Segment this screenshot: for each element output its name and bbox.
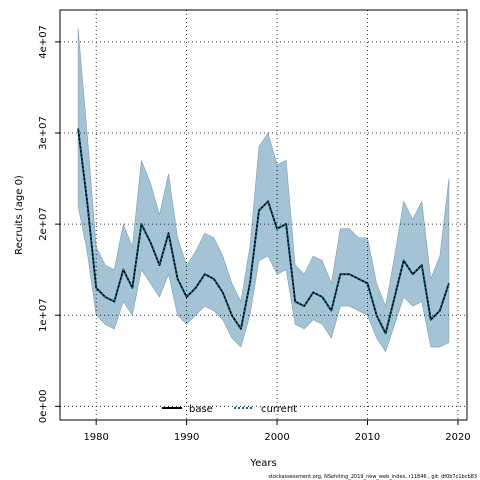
y-axis: 0e+00 1e+07 2e+07 3e+07 4e+07 xyxy=(38,25,60,423)
x-tick-label-2010: 2010 xyxy=(355,432,380,443)
y-tick-label-1e+07: 1e+07 xyxy=(38,298,49,332)
y-tick-label-3e+07: 3e+07 xyxy=(38,116,49,150)
legend-base-label: base xyxy=(189,404,213,415)
confidence-band xyxy=(77,28,450,353)
plot-frame xyxy=(59,9,468,421)
band-area xyxy=(77,28,450,353)
y-tick-label-2e+07: 2e+07 xyxy=(38,207,49,241)
x-tick-label-1990: 1990 xyxy=(174,432,199,443)
y-tick-label-4e+07: 4e+07 xyxy=(38,25,49,59)
x-tick-label-1980: 1980 xyxy=(83,432,108,443)
series-current-line xyxy=(77,128,450,335)
x-tick-label-2000: 2000 xyxy=(264,432,289,443)
series-lines xyxy=(77,128,450,335)
grid-lines xyxy=(60,10,467,420)
legend-current-label: current xyxy=(261,404,297,415)
x-axis-title: Years xyxy=(249,458,276,469)
x-tick-label-2020: 2020 xyxy=(445,432,470,443)
y-tick-label-0e+00: 0e+00 xyxy=(38,390,49,424)
footer-credit: stockassessment.org, NSehiting_2019_new_… xyxy=(268,474,477,480)
x-axis: 1980 1990 2000 2010 2020 xyxy=(83,420,471,443)
legend: base current xyxy=(162,404,297,415)
y-axis-title: Recruits (age 0) xyxy=(14,175,25,255)
